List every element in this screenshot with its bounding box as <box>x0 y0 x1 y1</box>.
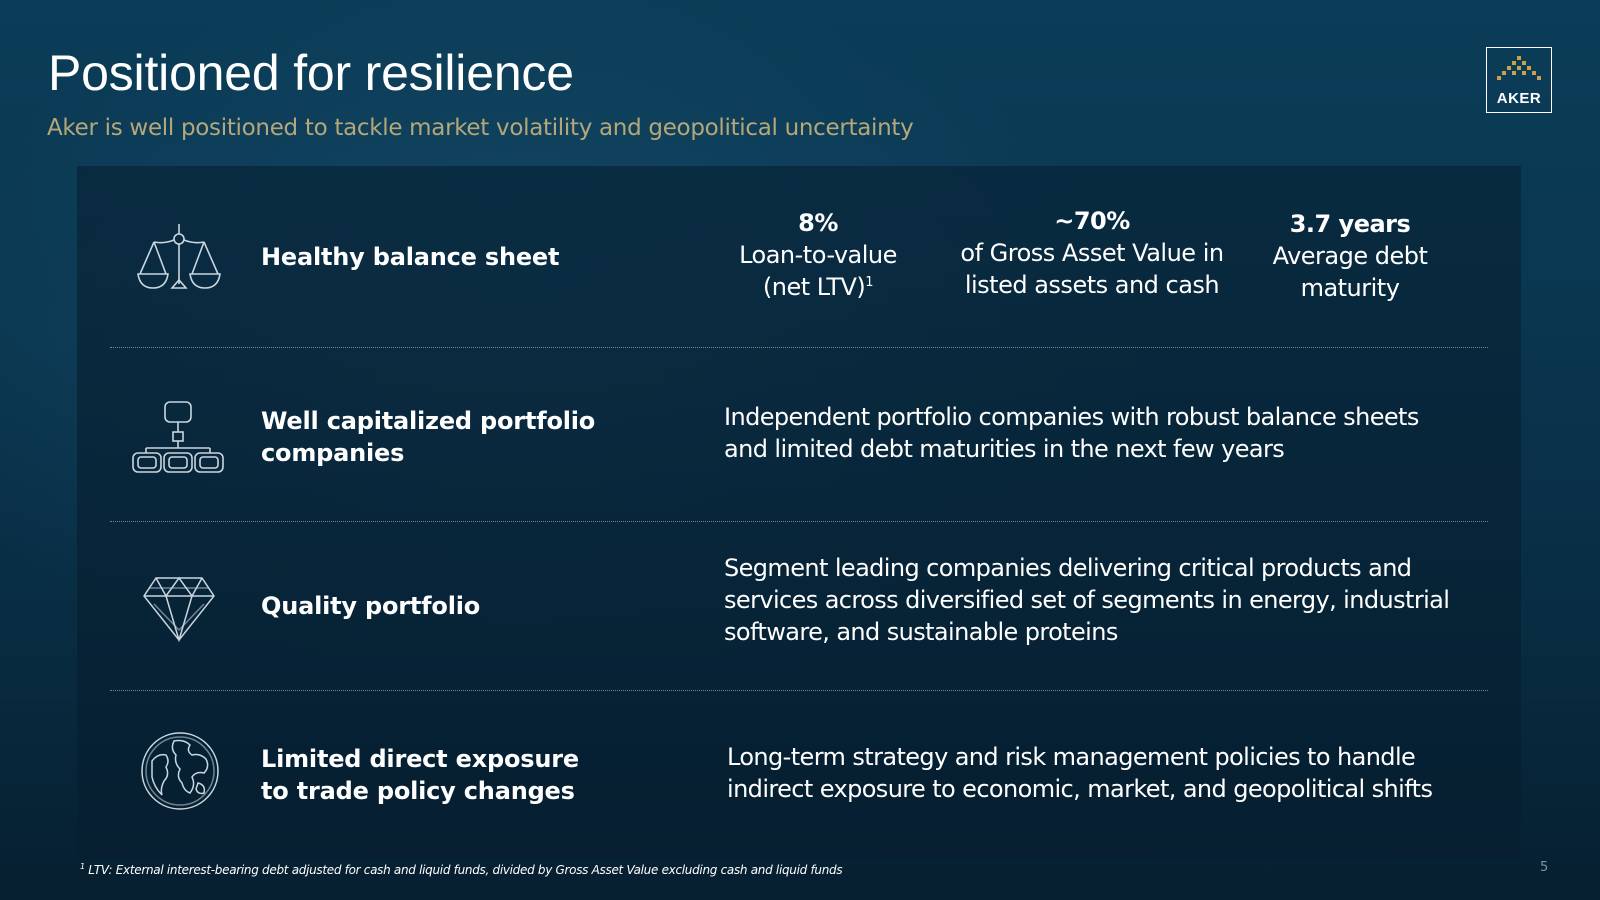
row-label-healthy-balance-sheet: Healthy balance sheet <box>261 243 560 271</box>
aker-logo: AKER <box>1486 47 1552 113</box>
balance-scale-icon <box>137 224 221 289</box>
row-label-line1: Well capitalized portfolio <box>261 407 596 435</box>
row-text-limited-exposure: Long-term strategy and risk management p… <box>727 741 1487 805</box>
globe-icon <box>141 732 219 810</box>
row-text-well-capitalized: Independent portfolio companies with rob… <box>724 401 1484 465</box>
row-label-line1: Limited direct exposure <box>261 745 579 773</box>
row-divider <box>110 347 1488 348</box>
stat-desc-line1: Average debt <box>1272 242 1428 270</box>
stat-gross-asset-value: ~70% of Gross Asset Value in listed asse… <box>936 205 1248 301</box>
footnote: 1 LTV: External interest-bearing debt ad… <box>80 862 843 877</box>
row-divider <box>110 521 1488 522</box>
row-divider <box>110 690 1488 691</box>
page-number: 5 <box>1540 860 1549 875</box>
slide-subtitle: Aker is well positioned to tackle market… <box>47 115 914 141</box>
stat-desc-line1: Loan-to-value <box>739 241 897 269</box>
row-label-well-capitalized: Well capitalized portfolio companies <box>261 405 595 469</box>
row-label-limited-exposure: Limited direct exposure to trade policy … <box>261 743 579 807</box>
row-text-line2: indirect exposure to economic, market, a… <box>727 775 1433 803</box>
row-text-line2: services across diversified set of segme… <box>724 586 1450 614</box>
stat-value: ~70% <box>1054 207 1130 235</box>
footnote-marker: 1 <box>80 862 85 871</box>
stat-desc-line1: of Gross Asset Value in <box>960 239 1224 267</box>
stat-debt-maturity: 3.7 years Average debt maturity <box>1250 208 1450 304</box>
diamond-icon <box>143 576 215 642</box>
stat-desc-line2: listed assets and cash <box>964 271 1220 299</box>
row-text-line1: Segment leading companies delivering cri… <box>724 554 1412 582</box>
row-label-quality-portfolio: Quality portfolio <box>261 592 481 620</box>
stat-desc-line2: maturity <box>1300 274 1400 302</box>
logo-wordmark: AKER <box>1496 90 1542 107</box>
row-text-line2: and limited debt maturities in the next … <box>724 435 1285 463</box>
row-text-line1: Long-term strategy and risk management p… <box>727 743 1416 771</box>
org-chart-icon <box>132 401 224 473</box>
row-text-quality-portfolio: Segment leading companies delivering cri… <box>724 552 1484 648</box>
stat-value: 3.7 years <box>1289 210 1411 238</box>
aker-logo-mark-icon <box>1497 56 1541 80</box>
row-label-line2: to trade policy changes <box>261 777 575 805</box>
stat-desc-line2: (net LTV) <box>762 273 866 301</box>
stat-value: 8% <box>798 209 838 237</box>
row-label-line2: companies <box>261 439 405 467</box>
row-text-line1: Independent portfolio companies with rob… <box>724 403 1419 431</box>
footnote-ref: 1 <box>865 275 874 290</box>
stat-loan-to-value: 8% Loan-to-value (net LTV)1 <box>730 207 906 303</box>
footnote-text: LTV: External interest-bearing debt adju… <box>84 863 843 877</box>
slide-title: Positioned for resilience <box>48 45 574 101</box>
row-text-line3: software, and sustainable proteins <box>724 618 1118 646</box>
content-panel <box>77 166 1521 858</box>
